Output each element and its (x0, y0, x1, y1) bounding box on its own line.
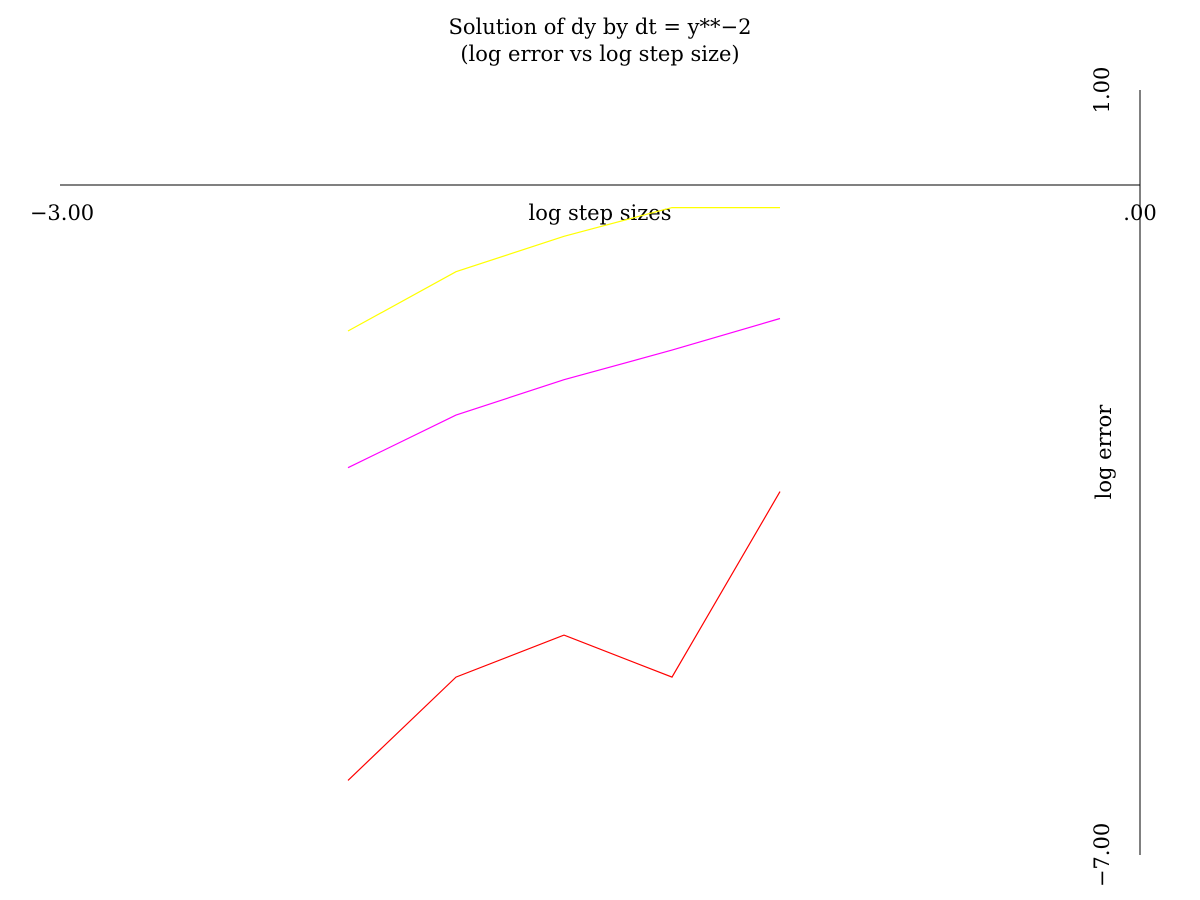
y-axis-label: log error (1092, 404, 1116, 500)
x-axis-label: log step sizes (528, 201, 671, 225)
x-tick-label-min: −3.00 (30, 201, 94, 225)
x-tick-label-max: .00 (1123, 201, 1156, 225)
series-layer (347, 207, 781, 781)
series-line-2 (347, 317, 781, 469)
y-tick-label-min: −7.00 (1090, 823, 1114, 887)
y-tick-label-max: 1.00 (1090, 67, 1114, 114)
chart-subtitle: (log error vs log step size) (460, 42, 739, 66)
series-line-3 (347, 491, 781, 781)
series-line-1 (347, 207, 780, 332)
chart-title: Solution of dy by dt = y**−2 (449, 15, 752, 39)
